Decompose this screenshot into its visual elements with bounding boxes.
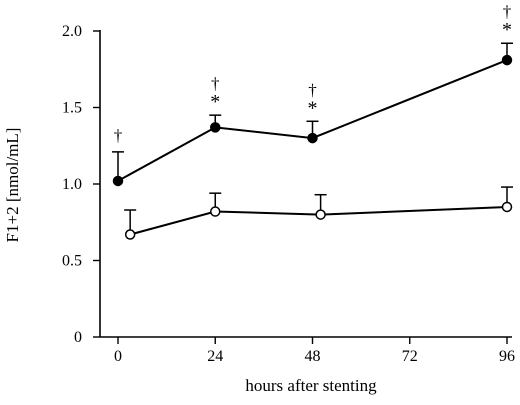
x-axis-label: hours after stenting <box>245 376 377 395</box>
y-tick-label: 1.5 <box>62 100 82 117</box>
x-tick-label: 24 <box>207 348 223 365</box>
axes <box>99 30 512 338</box>
data-point <box>210 206 221 217</box>
series-2-line <box>129 206 508 236</box>
y-tick-label: 0 <box>74 329 82 346</box>
data-point <box>501 54 513 66</box>
dagger-annotation: † <box>503 2 512 21</box>
series-lines <box>117 59 508 236</box>
y-axis-label: F1+2 [nmol/mL] <box>3 128 22 243</box>
data-point <box>210 122 221 133</box>
y-tick-label: 1.0 <box>62 176 82 193</box>
y-tick-label: 0.5 <box>62 253 82 270</box>
data-point <box>124 229 136 240</box>
significance-annotations: †*†*†*† <box>114 2 512 145</box>
x-tick-label: 48 <box>305 348 321 365</box>
asterisk-annotation: * <box>210 91 220 113</box>
x-tick-label: 72 <box>402 348 418 365</box>
data-point <box>315 209 326 220</box>
markers <box>112 54 513 240</box>
dagger-annotation: † <box>308 80 317 99</box>
data-point <box>112 175 124 187</box>
ticks: 0 0.5 1.0 1.5 2.0 0 24 48 72 96 <box>62 23 515 365</box>
x-tick-label: 96 <box>499 348 515 365</box>
x-tick-label: 0 <box>114 348 122 365</box>
data-point <box>307 132 318 144</box>
asterisk-annotation: * <box>502 19 512 41</box>
data-point <box>501 201 513 213</box>
asterisk-annotation: * <box>308 97 318 119</box>
dagger-annotation: † <box>211 74 220 93</box>
series-1-line <box>117 59 508 182</box>
y-tick-label: 2.0 <box>62 23 82 40</box>
dagger-annotation: † <box>114 126 123 145</box>
